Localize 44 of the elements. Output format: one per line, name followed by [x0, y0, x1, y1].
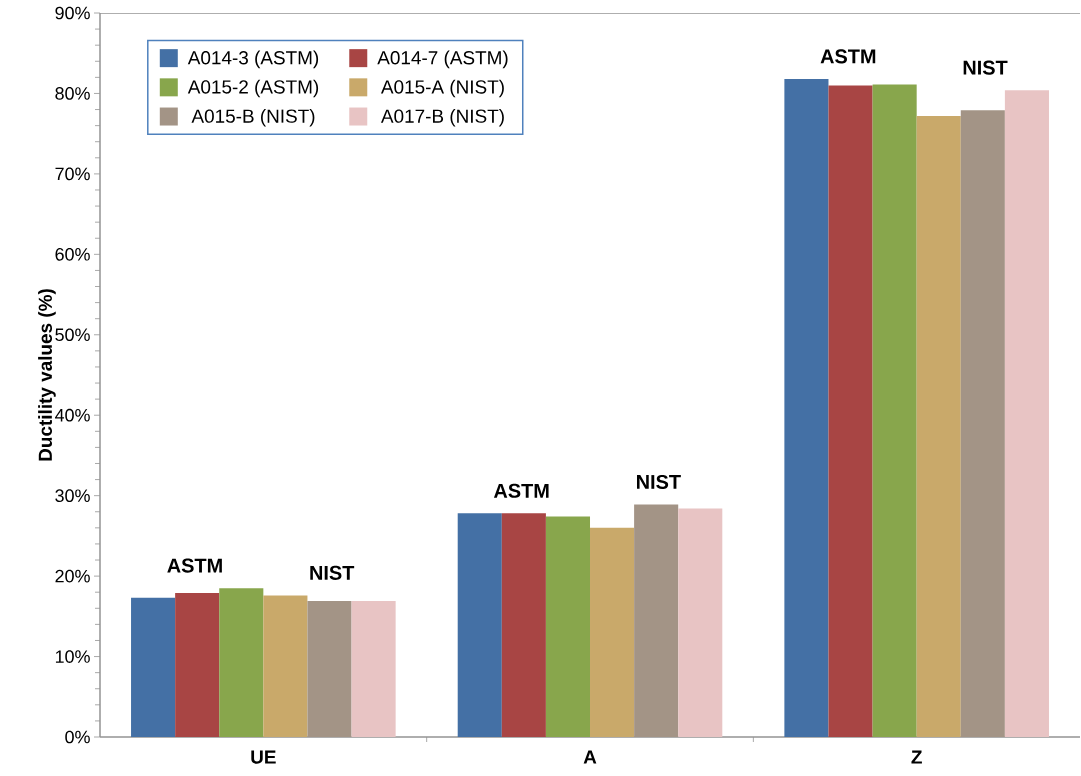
legend-label: A015-B (NIST) — [191, 108, 315, 127]
annotation: NIST — [637, 474, 681, 489]
legend-label: A015-A (NIST) — [380, 79, 504, 98]
x-tick-label: UE — [251, 750, 276, 764]
bar — [960, 110, 1005, 737]
y-tick-label: 0% — [65, 730, 90, 744]
legend-label: A014-7 (ASTM) — [377, 50, 508, 69]
bar — [784, 78, 829, 737]
y-tick-label: 20% — [55, 569, 90, 583]
x-tick-label: Z — [911, 750, 922, 764]
y-tick-label: 50% — [55, 328, 90, 342]
y-tick-label: 30% — [55, 489, 90, 503]
bar — [634, 504, 679, 737]
annotation: ASTM — [493, 483, 549, 498]
bar — [457, 513, 502, 737]
bar — [1004, 90, 1049, 737]
bar — [131, 597, 176, 737]
y-tick-label: 90% — [55, 6, 90, 20]
bar — [175, 593, 220, 737]
bar — [872, 84, 917, 737]
bar — [263, 595, 308, 737]
x-tick-label: A — [583, 750, 597, 764]
bar — [590, 527, 635, 737]
annotation: ASTM — [167, 558, 222, 573]
bar — [678, 508, 723, 737]
y-tick-label: 60% — [55, 247, 90, 261]
bar — [307, 601, 352, 737]
y-axis-title: Ductility values (%) — [38, 289, 56, 461]
y-tick-label: 80% — [55, 87, 90, 100]
y-tick-label: 10% — [55, 650, 90, 663]
legend-label: A017-B (NIST) — [380, 108, 504, 127]
legend-label: A014-3 (ASTM) — [187, 50, 319, 69]
annotation: NIST — [963, 60, 1008, 75]
legend-label: A015-2 (ASTM) — [187, 79, 319, 98]
annotation: NIST — [310, 565, 355, 580]
y-tick-label: 40% — [55, 408, 90, 422]
y-tick-label: 70% — [55, 167, 90, 181]
annotation: ASTM — [820, 49, 876, 64]
bar — [545, 516, 591, 737]
bar — [351, 601, 396, 737]
bar — [916, 115, 961, 737]
bar — [501, 513, 546, 737]
bar — [828, 85, 873, 737]
bar — [219, 588, 264, 737]
